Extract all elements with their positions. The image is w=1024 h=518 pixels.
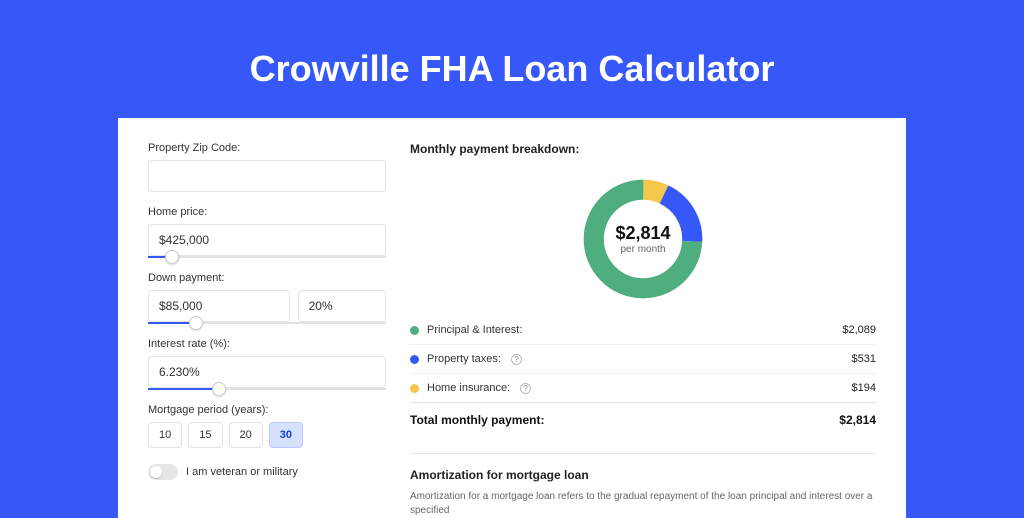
zip-field-group: Property Zip Code: xyxy=(148,142,386,192)
donut-chart-wrap: $2,814 per month xyxy=(410,166,876,316)
period-button-20[interactable]: 20 xyxy=(229,422,263,448)
breakdown-title: Monthly payment breakdown: xyxy=(410,142,876,156)
interest-rate-field-group: Interest rate (%): xyxy=(148,338,386,390)
legend-value: $194 xyxy=(852,382,876,394)
down-payment-label: Down payment: xyxy=(148,272,386,284)
interest-rate-input[interactable] xyxy=(148,356,386,388)
breakdown-column: Monthly payment breakdown: $2,814 per mo… xyxy=(410,142,876,494)
page-title: Crowville FHA Loan Calculator xyxy=(0,0,1024,118)
mortgage-period-label: Mortgage period (years): xyxy=(148,404,386,416)
donut-amount: $2,814 xyxy=(615,223,670,244)
veteran-toggle-row: I am veteran or military xyxy=(148,464,386,480)
legend-row: Principal & Interest: $2,089 xyxy=(410,316,876,344)
down-payment-percent-input[interactable] xyxy=(298,290,386,322)
donut-center: $2,814 per month xyxy=(578,174,708,304)
help-icon[interactable]: ? xyxy=(520,383,531,394)
legend-value: $531 xyxy=(852,353,876,365)
home-price-slider[interactable] xyxy=(148,256,386,258)
total-row: Total monthly payment: $2,814 xyxy=(410,402,876,441)
period-button-30[interactable]: 30 xyxy=(269,422,303,448)
home-price-label: Home price: xyxy=(148,206,386,218)
slider-thumb[interactable] xyxy=(165,250,179,264)
donut-chart: $2,814 per month xyxy=(578,174,708,304)
total-value: $2,814 xyxy=(839,413,876,427)
zip-label: Property Zip Code: xyxy=(148,142,386,154)
legend-label: Property taxes: xyxy=(427,353,501,365)
interest-rate-slider[interactable] xyxy=(148,388,386,390)
home-price-field-group: Home price: xyxy=(148,206,386,258)
donut-sub: per month xyxy=(620,244,665,255)
legend-dot xyxy=(410,384,419,393)
period-button-10[interactable]: 10 xyxy=(148,422,182,448)
toggle-knob xyxy=(150,466,162,478)
down-payment-amount-input[interactable] xyxy=(148,290,290,322)
legend-row: Property taxes:? $531 xyxy=(410,344,876,373)
down-payment-field-group: Down payment: xyxy=(148,272,386,324)
legend-row: Home insurance:? $194 xyxy=(410,373,876,402)
inputs-column: Property Zip Code: Home price: Down paym… xyxy=(148,142,386,494)
total-label: Total monthly payment: xyxy=(410,413,544,427)
amortization-title: Amortization for mortgage loan xyxy=(410,453,876,482)
veteran-label: I am veteran or military xyxy=(186,466,298,478)
zip-input[interactable] xyxy=(148,160,386,192)
mortgage-period-field-group: Mortgage period (years): 1015 2030 xyxy=(148,404,386,448)
interest-rate-label: Interest rate (%): xyxy=(148,338,386,350)
slider-thumb[interactable] xyxy=(189,316,203,330)
slider-thumb[interactable] xyxy=(212,382,226,396)
legend-value: $2,089 xyxy=(842,324,876,336)
legend-label: Home insurance: xyxy=(427,382,510,394)
help-icon[interactable]: ? xyxy=(511,354,522,365)
veteran-toggle[interactable] xyxy=(148,464,178,480)
legend-label: Principal & Interest: xyxy=(427,324,522,336)
amortization-body: Amortization for a mortgage loan refers … xyxy=(410,490,876,518)
legend-dot xyxy=(410,355,419,364)
period-button-15[interactable]: 15 xyxy=(188,422,222,448)
calculator-card: Property Zip Code: Home price: Down paym… xyxy=(118,118,906,518)
legend-dot xyxy=(410,326,419,335)
home-price-input[interactable] xyxy=(148,224,386,256)
down-payment-slider[interactable] xyxy=(148,322,386,324)
